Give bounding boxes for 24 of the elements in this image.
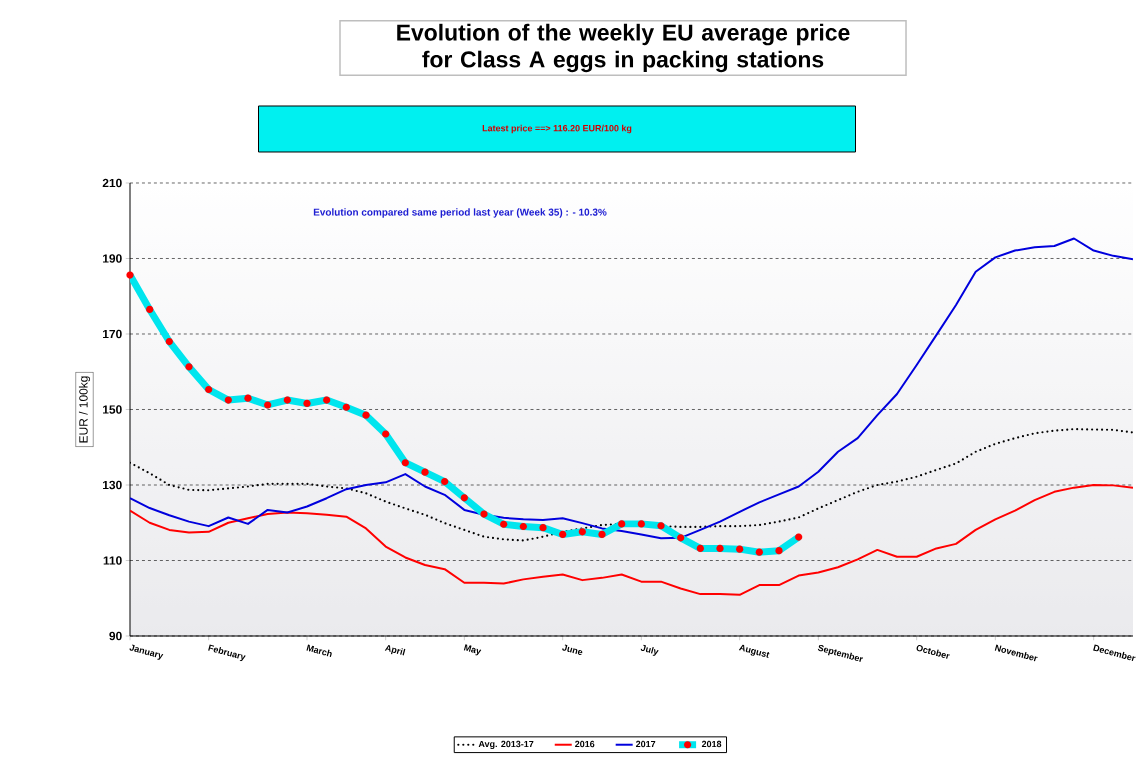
legend-label: 2016 [575,740,595,748]
x-tick-label: March [306,644,332,658]
y-tick-label: 150 [103,405,122,414]
x-tick-label: July [640,644,659,656]
y-axis-title: EUR / 100kg [78,376,91,443]
chart-subtitle: Latest price ==> 116.20 EUR/100 kg [482,124,632,134]
y-tick-label: 90 [109,631,122,641]
legend-label: 2018 [701,740,722,748]
legend-label: Avg. 2013-17 [478,740,534,750]
y-tick-label: 110 [103,556,122,565]
legend-label: 2017 [635,740,656,748]
x-tick-label: August [738,644,770,658]
y-tick-label: 170 [103,329,122,339]
y-tick-label: 190 [103,254,122,263]
y-tick-label: 210 [102,178,122,188]
x-tick-label: June [562,644,583,655]
line-series [130,237,1134,540]
chart-title: Evolution of the weekly EU average price for Class A eggs in packing stations [397,23,850,73]
x-tick-label: May [463,644,482,656]
y-tick-label: 130 [103,480,122,490]
x-tick-label: October [916,645,950,659]
annotation: Evolution compared same period last year (Week 35) : - 10.3% [313,208,607,218]
x-tick-label: April [384,644,406,656]
line-series [130,484,1134,596]
